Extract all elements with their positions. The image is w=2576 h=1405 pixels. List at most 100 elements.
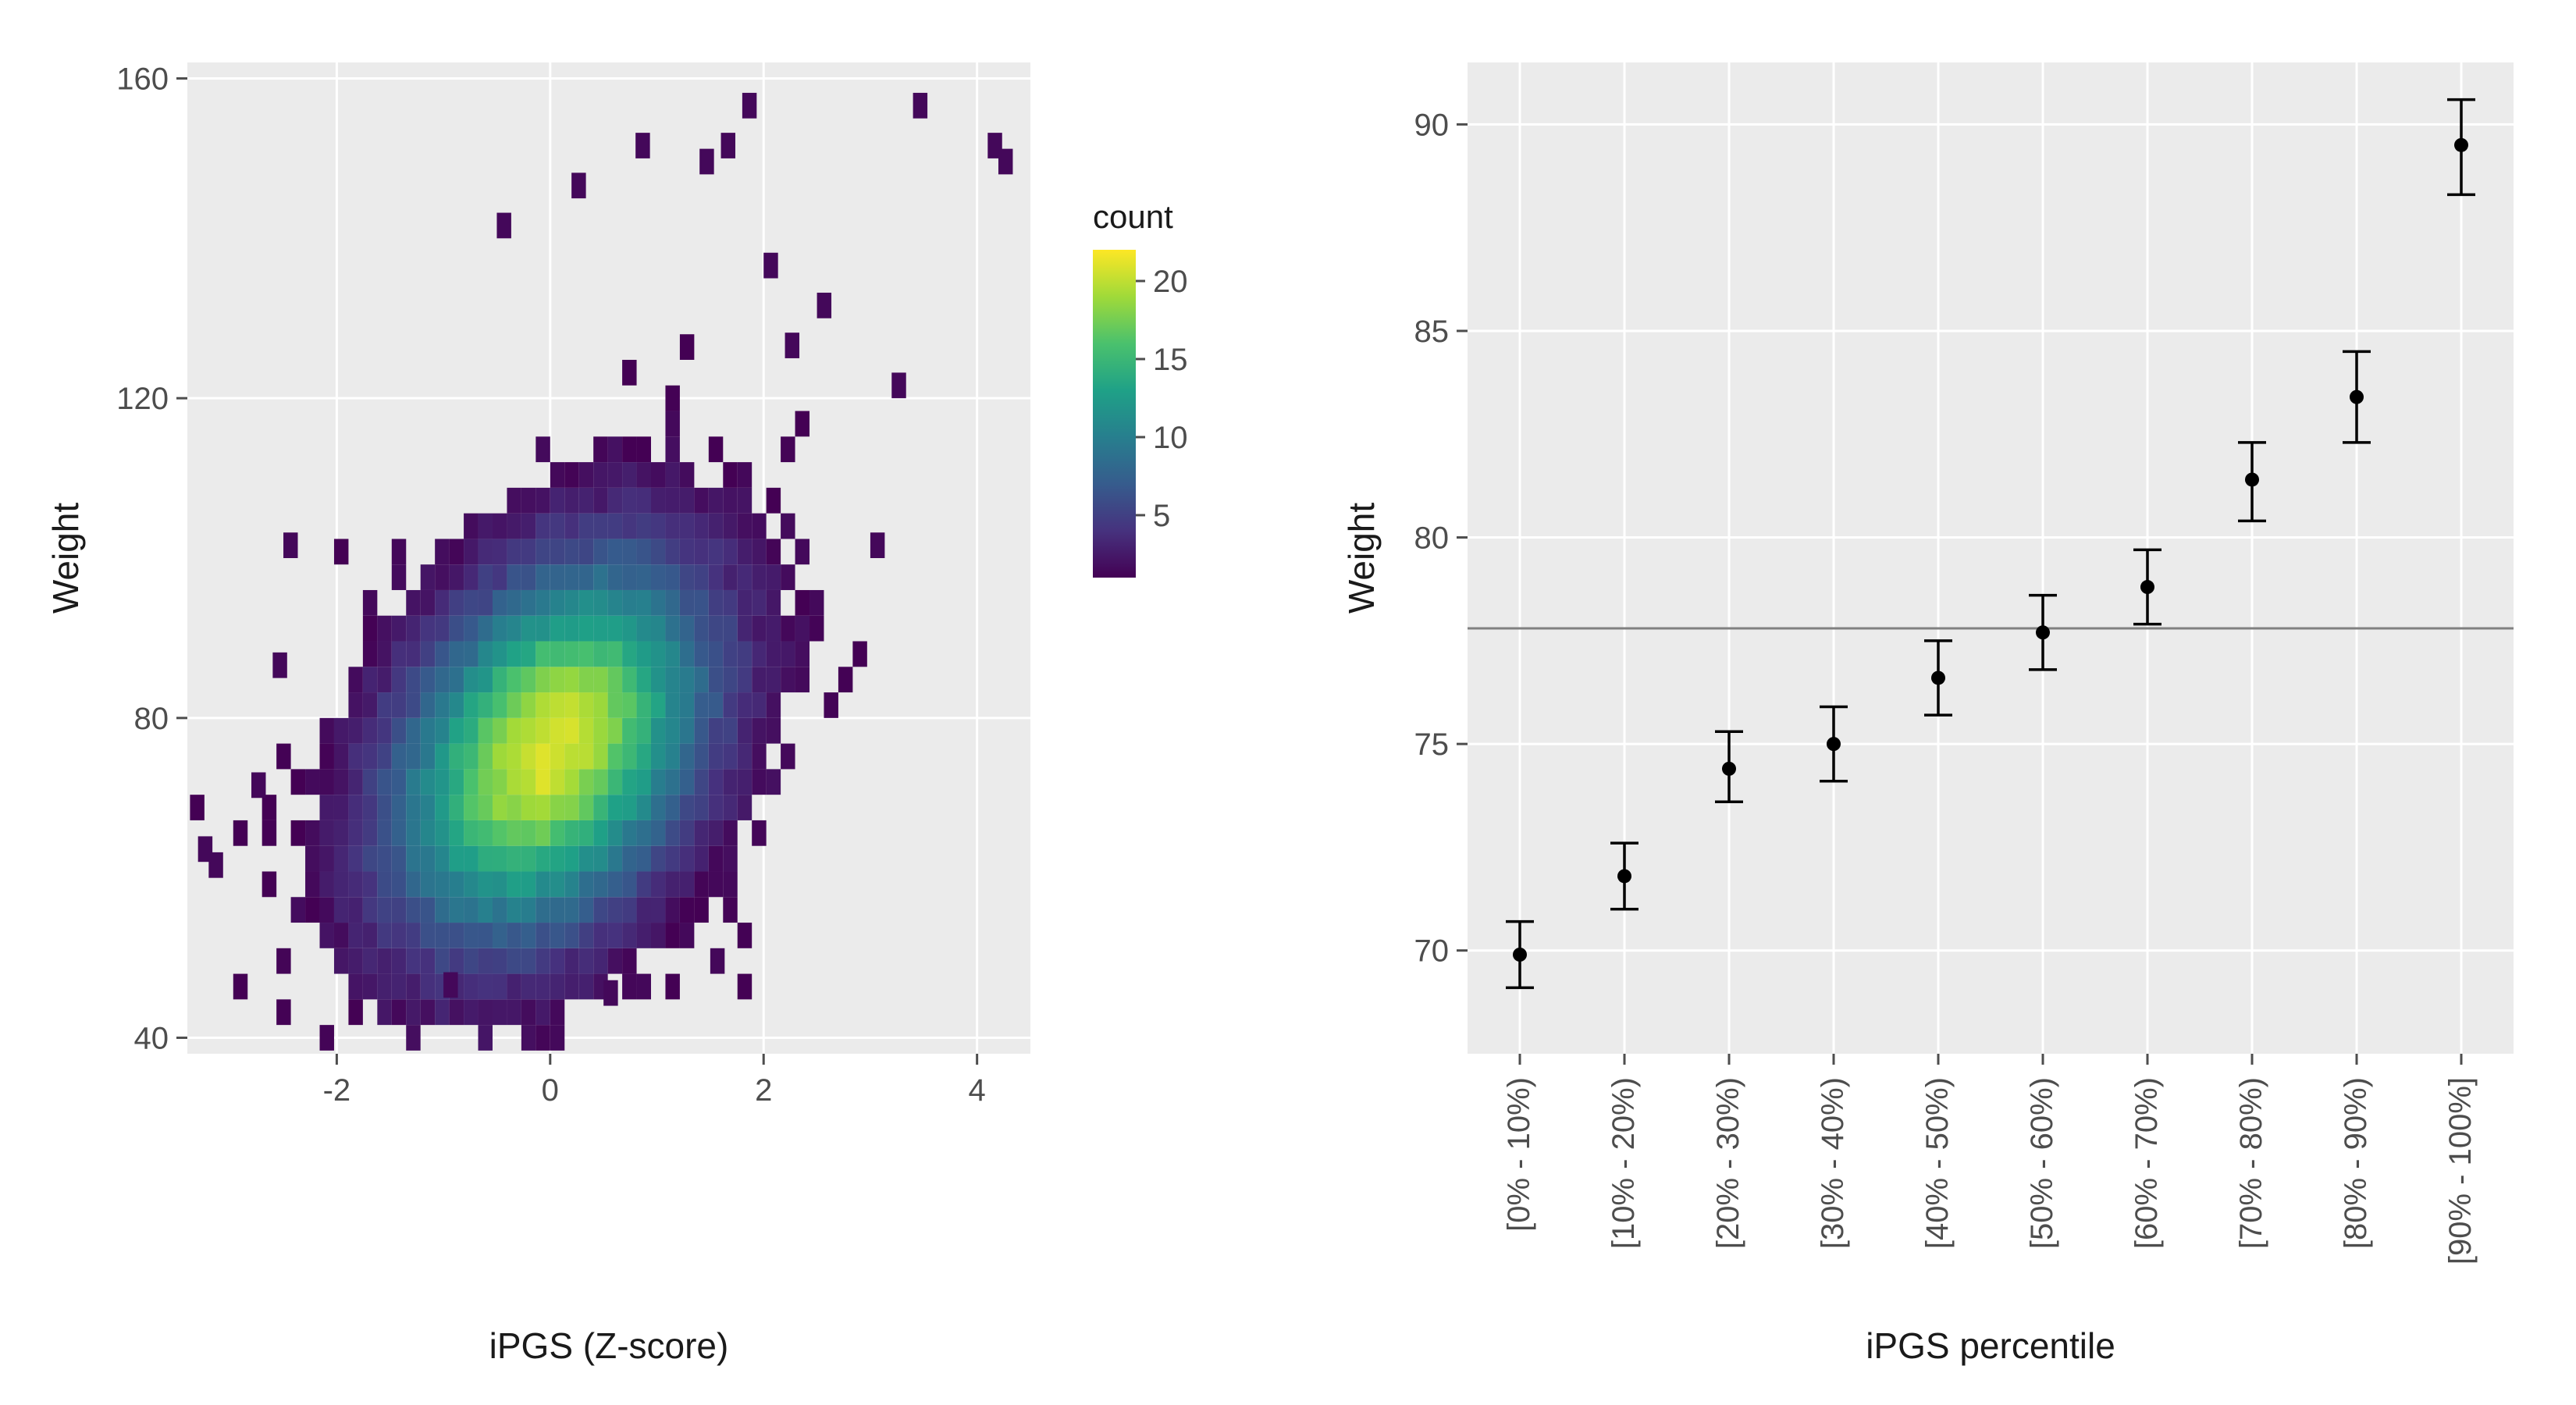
heatmap-cell — [767, 488, 781, 514]
heatmap-cell — [507, 820, 521, 846]
heatmap-cell — [493, 897, 507, 923]
heatmap-cell — [421, 590, 435, 616]
heatmap-cell — [392, 820, 406, 846]
heatmap-cell — [680, 718, 694, 744]
heatmap-cell — [464, 948, 478, 974]
heatmap-outlier-cell — [699, 149, 713, 175]
heatmap-cell — [291, 769, 305, 795]
heatmap-cell — [320, 871, 334, 897]
heatmap-cell — [464, 667, 478, 692]
heatmap-cell — [392, 692, 406, 718]
heatmap-cell — [363, 616, 377, 642]
heatmap-cell — [406, 923, 420, 948]
heatmap-cell — [579, 667, 593, 692]
heatmap-cell — [680, 871, 694, 897]
heatmap-cell — [479, 846, 493, 872]
heatmap-cell — [608, 488, 622, 514]
heatmap-cell — [550, 820, 564, 846]
heatmap-cell — [521, 564, 535, 590]
heatmap-cell — [665, 564, 679, 590]
heatmap-cell — [233, 974, 247, 1000]
heatmap-cell — [276, 744, 290, 770]
heatmap-cell — [651, 616, 665, 642]
heatmap-cell — [521, 923, 535, 948]
heatmap-cell — [752, 718, 766, 744]
heatmap-cell — [651, 539, 665, 564]
heatmap-cell — [377, 769, 391, 795]
heatmap-cell — [680, 514, 694, 539]
heatmap-cell — [377, 948, 391, 974]
heatmap-cell — [450, 846, 464, 872]
heatmap-cell — [637, 616, 651, 642]
point-marker — [2140, 580, 2154, 594]
legend-tick-label: 5 — [1153, 499, 1170, 533]
heatmap-cell — [579, 744, 593, 770]
heatmap-cell — [334, 539, 348, 564]
heatmap-cell — [738, 462, 752, 488]
heatmap-cell — [651, 564, 665, 590]
heatmap-cell — [680, 642, 694, 667]
heatmap-cell — [608, 744, 622, 770]
heatmap-cell — [781, 744, 795, 770]
heatmap-cell — [320, 846, 334, 872]
heatmap-cell — [622, 488, 636, 514]
heatmap-cell — [680, 897, 694, 923]
heatmap-cell — [608, 948, 622, 974]
heatmap-cell — [493, 820, 507, 846]
heatmap-cell — [665, 769, 679, 795]
heatmap-outlier-cell — [571, 173, 585, 198]
heatmap-outlier-cell — [635, 133, 649, 158]
heatmap-cell — [680, 923, 694, 948]
heatmap-cell — [694, 692, 708, 718]
heatmap-cell — [406, 590, 420, 616]
heatmap-cell — [550, 923, 564, 948]
heatmap-cell — [694, 514, 708, 539]
heatmap-cell — [392, 616, 406, 642]
heatmap-cell — [680, 820, 694, 846]
heatmap-cell — [593, 820, 607, 846]
heatmap-cell — [622, 360, 636, 386]
heatmap-outlier-cell — [208, 852, 222, 878]
heatmap-cell — [738, 514, 752, 539]
heatmap-cell — [637, 718, 651, 744]
heatmap-cell — [348, 718, 362, 744]
heatmap-cell — [493, 539, 507, 564]
heatmap-cell — [694, 795, 708, 820]
heatmap-cell — [723, 488, 737, 514]
heatmap-cell — [535, 820, 550, 846]
left-xtick-label: -2 — [323, 1073, 351, 1108]
heatmap-cell — [564, 897, 578, 923]
heatmap-cell — [493, 846, 507, 872]
heatmap-outlier-cell — [443, 973, 457, 998]
heatmap-cell — [680, 539, 694, 564]
heatmap-cell — [622, 923, 636, 948]
heatmap-outlier-cell — [496, 213, 511, 239]
heatmap-cell — [450, 642, 464, 667]
heatmap-cell — [406, 846, 420, 872]
heatmap-cell — [795, 411, 809, 437]
heatmap-cell — [363, 897, 377, 923]
heatmap-cell — [637, 539, 651, 564]
heatmap-cell — [651, 744, 665, 770]
right-ytick-label: 90 — [1414, 108, 1450, 142]
heatmap-cell — [348, 820, 362, 846]
heatmap-cell — [550, 488, 564, 514]
heatmap-cell — [680, 846, 694, 872]
left-xtick-label: 4 — [969, 1073, 986, 1108]
heatmap-cell — [608, 590, 622, 616]
heatmap-cell — [392, 744, 406, 770]
heatmap-cell — [608, 462, 622, 488]
heatmap-cell — [233, 820, 247, 846]
heatmap-cell — [435, 871, 449, 897]
heatmap-cell — [334, 923, 348, 948]
heatmap-cell — [406, 1025, 420, 1051]
heatmap-cell — [450, 667, 464, 692]
heatmap-cell — [593, 744, 607, 770]
heatmap-cell — [363, 667, 377, 692]
heatmap-cell — [421, 871, 435, 897]
heatmap-cell — [680, 616, 694, 642]
heatmap-cell — [363, 718, 377, 744]
heatmap-cell — [435, 897, 449, 923]
heatmap-cell — [795, 642, 809, 667]
heatmap-cell — [838, 667, 852, 692]
